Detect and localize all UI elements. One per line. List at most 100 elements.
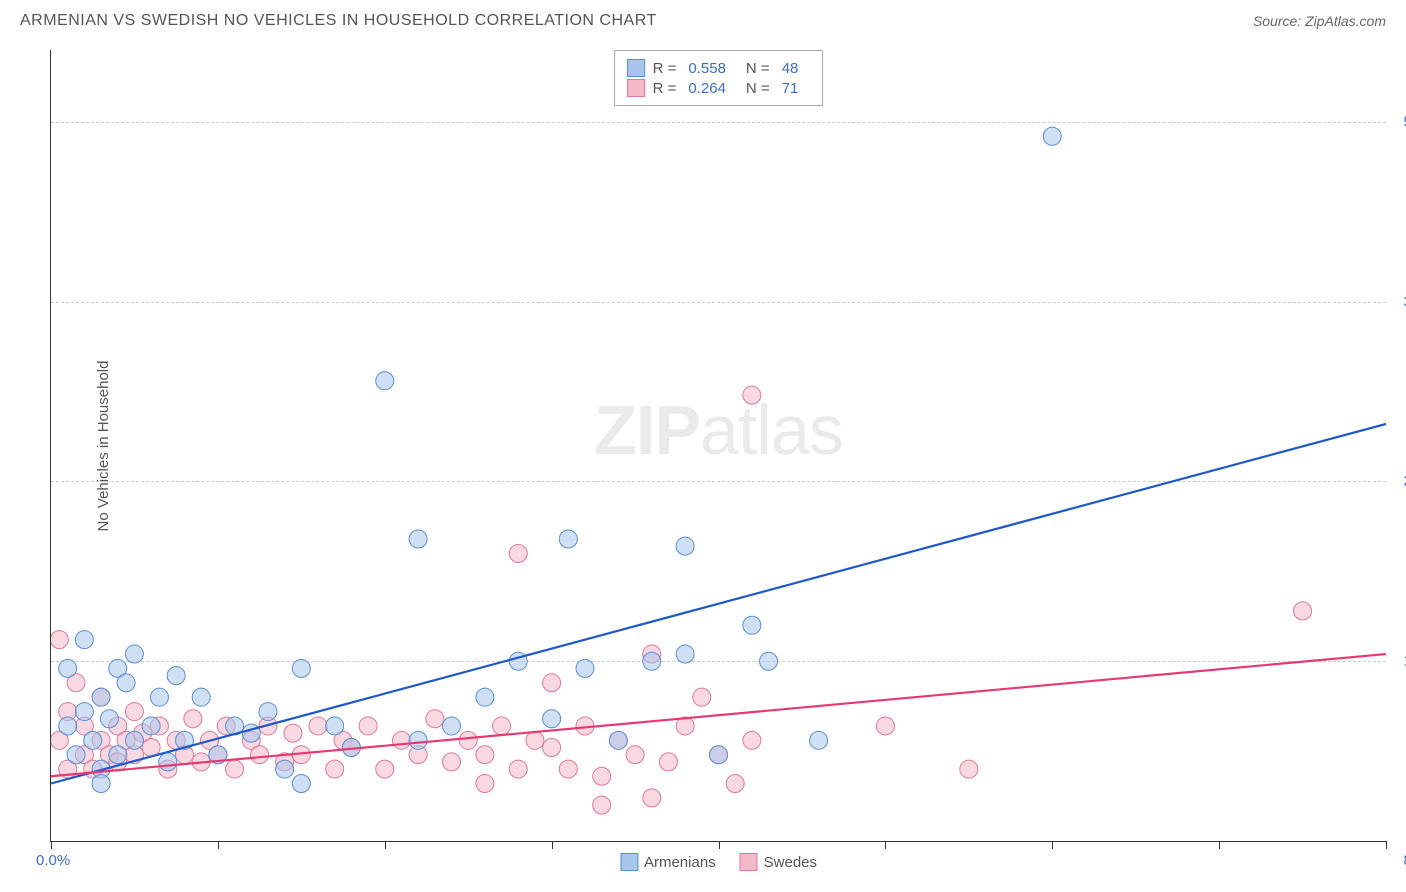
scatter-point (59, 659, 77, 677)
x-tick (552, 841, 553, 849)
scatter-point (67, 746, 85, 764)
source-name: ZipAtlas.com (1305, 13, 1386, 29)
r-label: R = (653, 60, 677, 77)
scatter-point (125, 645, 143, 663)
scatter-point (125, 703, 143, 721)
scatter-point (226, 760, 244, 778)
scatter-point (409, 530, 427, 548)
scatter-point (259, 703, 277, 721)
chart-title: ARMENIAN VS SWEDISH NO VEHICLES IN HOUSE… (20, 12, 657, 30)
scatter-point (84, 731, 102, 749)
r-value: 0.558 (688, 60, 726, 77)
scatter-point (509, 760, 527, 778)
scatter-point (309, 717, 327, 735)
scatter-point (543, 739, 561, 757)
scatter-point (643, 652, 661, 670)
x-tick (1219, 841, 1220, 849)
scatter-point (150, 688, 168, 706)
scatter-point (326, 760, 344, 778)
scatter-point (92, 688, 110, 706)
scatter-point (1294, 602, 1312, 620)
x-tick (385, 841, 386, 849)
scatter-point (326, 717, 344, 735)
y-tick-label: 12.5% (1391, 653, 1406, 670)
scatter-point (476, 688, 494, 706)
scatter-point (760, 652, 778, 670)
y-tick-label: 37.5% (1391, 293, 1406, 310)
scatter-point (609, 731, 627, 749)
scatter-point (676, 537, 694, 555)
scatter-point (710, 746, 728, 764)
chart-plot-area: ZIPatlas 12.5%25.0%37.5%50.0% 0.0% 80.0%… (50, 50, 1386, 842)
regression-line (51, 424, 1386, 784)
x-tick (218, 841, 219, 849)
scatter-point (51, 631, 68, 649)
scatter-point (75, 631, 93, 649)
series-name: Armenians (644, 854, 716, 871)
scatter-point (593, 767, 611, 785)
x-tick (885, 841, 886, 849)
scatter-point (576, 659, 594, 677)
scatter-point (593, 796, 611, 814)
scatter-point (443, 753, 461, 771)
series-legend-item: Swedes (740, 853, 817, 871)
scatter-point (443, 717, 461, 735)
legend-swatch (627, 59, 645, 77)
scatter-point (409, 731, 427, 749)
source-attribution: Source: ZipAtlas.com (1253, 13, 1386, 29)
scatter-point (426, 710, 444, 728)
scatter-point (476, 746, 494, 764)
n-value: 48 (782, 60, 799, 77)
x-tick (51, 841, 52, 849)
n-value: 71 (782, 80, 799, 97)
scatter-point (960, 760, 978, 778)
source-label: Source: (1253, 13, 1305, 29)
scatter-point (676, 645, 694, 663)
x-axis-min-label: 0.0% (36, 852, 70, 869)
x-tick (719, 841, 720, 849)
scatter-point (493, 717, 511, 735)
scatter-point (743, 386, 761, 404)
scatter-point (659, 753, 677, 771)
correlation-legend-row: R =0.264N =71 (627, 79, 811, 97)
scatter-point (251, 746, 269, 764)
scatter-point (292, 659, 310, 677)
correlation-legend: R =0.558N =48R =0.264N =71 (614, 50, 824, 106)
scatter-point (109, 746, 127, 764)
correlation-legend-row: R = 0.558 N = 48 (627, 59, 811, 77)
x-tick (1386, 841, 1387, 849)
scatter-plot-svg (51, 50, 1386, 841)
scatter-point (392, 731, 410, 749)
y-tick-label: 25.0% (1391, 473, 1406, 490)
scatter-point (459, 731, 477, 749)
scatter-point (626, 746, 644, 764)
legend-swatch (627, 79, 645, 97)
series-legend: Armenians Swedes (620, 853, 817, 871)
n-label: N = (746, 60, 770, 77)
scatter-point (292, 774, 310, 792)
scatter-point (142, 717, 160, 735)
x-tick (1052, 841, 1053, 849)
series-legend-item: Armenians (620, 853, 716, 871)
scatter-point (543, 710, 561, 728)
scatter-point (192, 688, 210, 706)
scatter-point (509, 544, 527, 562)
scatter-point (276, 760, 294, 778)
scatter-point (743, 731, 761, 749)
scatter-point (643, 789, 661, 807)
scatter-point (526, 731, 544, 749)
scatter-point (167, 667, 185, 685)
scatter-point (376, 760, 394, 778)
scatter-point (92, 774, 110, 792)
n-label: N = (746, 80, 770, 97)
scatter-point (100, 710, 118, 728)
scatter-point (117, 674, 135, 692)
scatter-point (125, 731, 143, 749)
legend-swatch (620, 853, 638, 871)
scatter-point (159, 753, 177, 771)
scatter-point (726, 774, 744, 792)
scatter-point (810, 731, 828, 749)
scatter-point (284, 724, 302, 742)
header: ARMENIAN VS SWEDISH NO VEHICLES IN HOUSE… (0, 0, 1406, 38)
scatter-point (184, 710, 202, 728)
